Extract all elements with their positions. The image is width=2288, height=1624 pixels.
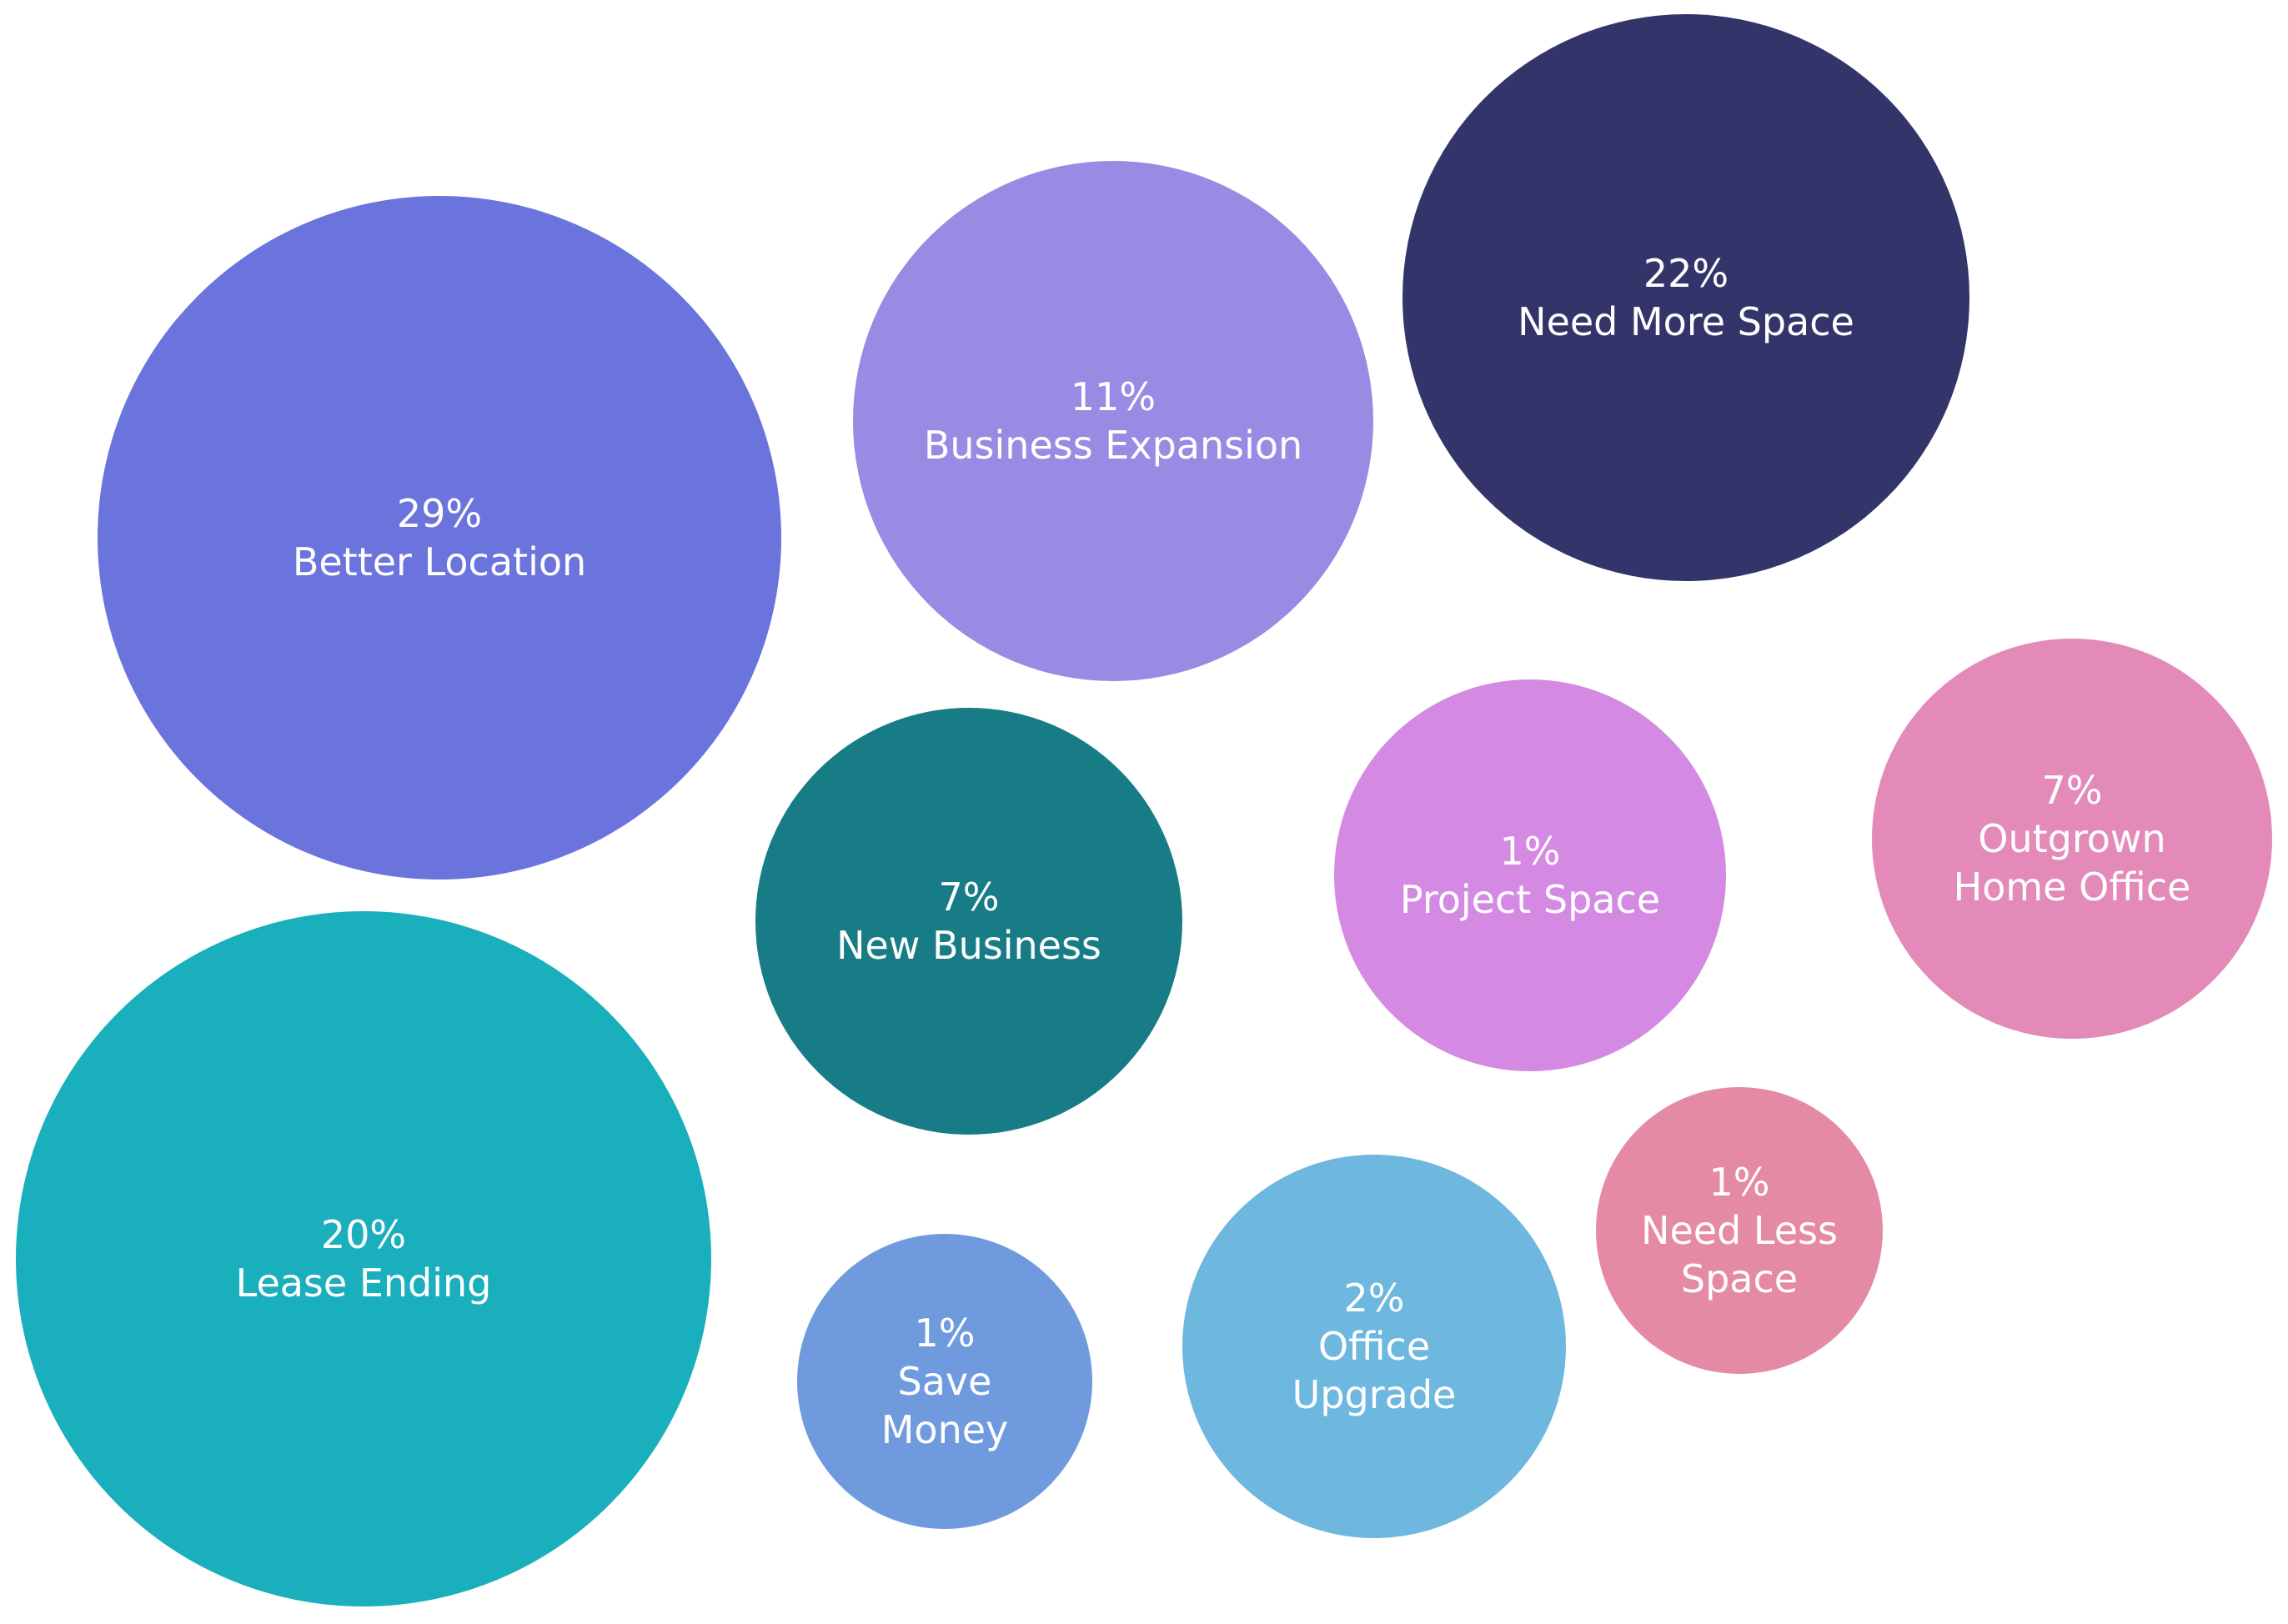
- bubble-better-location: 29%Better Location: [98, 196, 781, 880]
- bubble-circle-need-more-space: [1402, 14, 1969, 581]
- bubble-circle-need-less-space: [1596, 1087, 1883, 1374]
- bubble-label-business-expansion-1: Business Expansion: [924, 423, 1302, 468]
- bubble-circle-new-business: [755, 708, 1182, 1135]
- bubble-label-save-money-2: Money: [881, 1407, 1009, 1452]
- bubble-label-outgrown-home-office-1: Outgrown: [1978, 816, 2165, 861]
- bubble-circle-office-upgrade: [1182, 1155, 1566, 1538]
- bubble-label-need-less-space-1: Need Less: [1641, 1208, 1838, 1253]
- bubble-value-office-upgrade: 2%: [1344, 1276, 1405, 1321]
- bubble-value-lease-ending: 20%: [321, 1212, 406, 1257]
- bubble-label-lease-ending-1: Lease Ending: [236, 1261, 492, 1306]
- bubble-circle-project-space: [1334, 679, 1726, 1071]
- bubble-value-business-expansion: 11%: [1071, 374, 1156, 419]
- bubble-value-save-money: 1%: [915, 1311, 976, 1356]
- bubble-label-need-more-space-1: Need More Space: [1518, 299, 1854, 344]
- bubble-value-need-less-space: 1%: [1709, 1160, 1770, 1205]
- bubble-business-expansion: 11%Business Expansion: [853, 161, 1373, 681]
- bubble-circle-outgrown-home-office: [1872, 639, 2272, 1039]
- bubble-label-office-upgrade-2: Upgrade: [1292, 1372, 1457, 1417]
- bubble-value-need-more-space: 22%: [1643, 251, 1729, 296]
- bubble-project-space: 1%Project Space: [1334, 679, 1726, 1071]
- bubble-label-save-money-1: Save: [898, 1359, 992, 1404]
- bubble-label-need-less-space-2: Space: [1681, 1256, 1798, 1301]
- bubble-value-new-business: 7%: [939, 875, 1000, 920]
- bubble-label-new-business-1: New Business: [836, 923, 1101, 968]
- bubble-label-project-space-1: Project Space: [1400, 877, 1660, 922]
- bubble-label-better-location-1: Better Location: [293, 539, 586, 584]
- bubble-circle-save-money: [797, 1234, 1092, 1529]
- bubble-value-project-space: 1%: [1500, 829, 1561, 874]
- bubble-new-business: 7%New Business: [755, 708, 1182, 1135]
- bubble-value-better-location: 29%: [397, 491, 482, 536]
- bubble-circle-better-location: [98, 196, 781, 880]
- bubble-circle-business-expansion: [853, 161, 1373, 681]
- bubble-label-outgrown-home-office-2: Home Office: [1954, 865, 2191, 910]
- bubble-need-more-space: 22%Need More Space: [1402, 14, 1969, 581]
- bubble-lease-ending: 20%Lease Ending: [16, 911, 711, 1606]
- bubble-label-office-upgrade-1: Office: [1318, 1324, 1430, 1369]
- bubble-circle-lease-ending: [16, 911, 711, 1606]
- bubble-value-outgrown-home-office: 7%: [2042, 768, 2103, 813]
